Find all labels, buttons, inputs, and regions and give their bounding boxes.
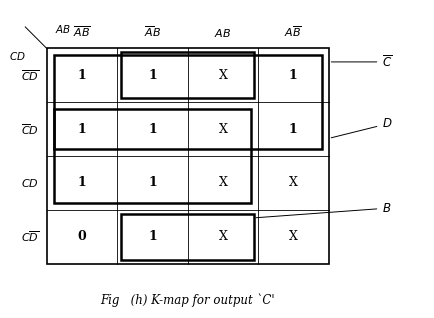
Text: 1: 1 [289, 123, 298, 136]
Text: $AB$: $AB$ [214, 27, 231, 39]
Text: 1: 1 [78, 69, 86, 82]
Bar [121, 52, 254, 98]
Text: $D$: $D$ [331, 117, 393, 138]
Text: 1: 1 [78, 123, 86, 136]
Text: Fig   (h) K-map for output `C': Fig (h) K-map for output `C' [100, 293, 275, 307]
Text: X: X [218, 230, 227, 243]
Text: $\overline{C}\overline{D}$: $\overline{C}\overline{D}$ [21, 68, 39, 83]
Text: 1: 1 [148, 123, 157, 136]
Text: $B$: $B$ [256, 202, 391, 218]
Bar [121, 214, 254, 260]
Text: $CD$: $CD$ [21, 177, 39, 189]
Text: $AB$: $AB$ [55, 23, 71, 35]
Text: 1: 1 [78, 176, 86, 190]
Text: X: X [218, 176, 227, 190]
Text: 0: 0 [78, 230, 86, 243]
Bar [54, 55, 322, 149]
Text: 1: 1 [148, 176, 157, 190]
Text: X: X [218, 69, 227, 82]
Text: $\overline{A}\overline{B}$: $\overline{A}\overline{B}$ [73, 24, 91, 39]
Text: X: X [289, 230, 298, 243]
Bar [54, 109, 251, 203]
Text: 1: 1 [148, 69, 157, 82]
Text: $\overline{A}B$: $\overline{A}B$ [144, 24, 161, 39]
Text: $A\overline{B}$: $A\overline{B}$ [284, 24, 302, 39]
Text: $\overline{C}D$: $\overline{C}D$ [21, 122, 39, 136]
Text: 1: 1 [148, 230, 157, 243]
Bar [47, 48, 329, 264]
Text: $\overline{C}$: $\overline{C}$ [331, 54, 392, 70]
Text: $CD$: $CD$ [9, 51, 25, 62]
Text: X: X [218, 123, 227, 136]
Text: 1: 1 [289, 69, 298, 82]
Text: $C\overline{D}$: $C\overline{D}$ [21, 229, 39, 244]
Text: X: X [289, 176, 298, 190]
